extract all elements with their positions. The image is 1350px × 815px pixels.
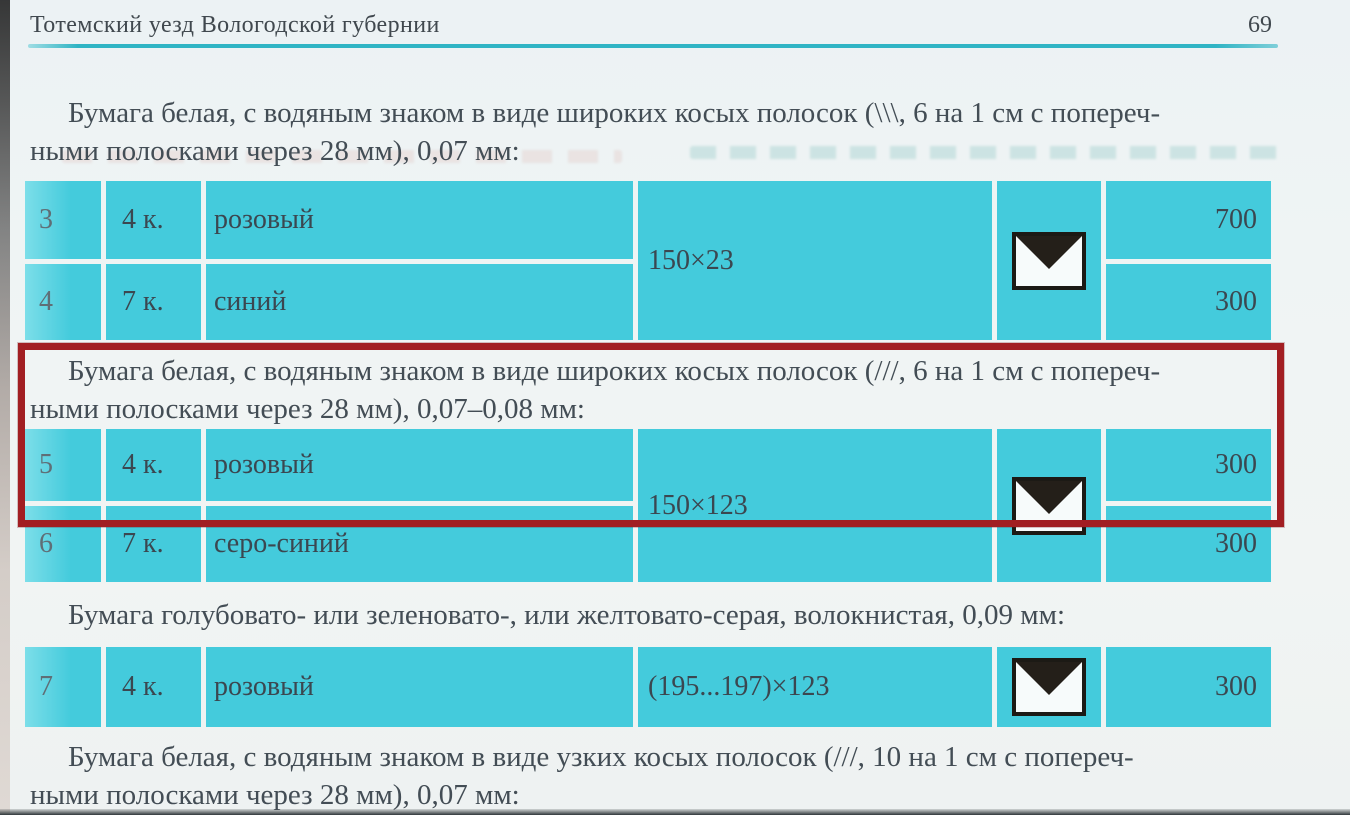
- stamp-color-cell: розовый: [206, 429, 633, 501]
- header-rule: [28, 44, 1278, 48]
- page-number: 69: [1248, 12, 1272, 38]
- envelope-icon: [1012, 231, 1086, 290]
- scan-edge-left: [0, 0, 10, 815]
- scan-edge-bottom: [0, 809, 1350, 815]
- denomination-cell: 7 к.: [106, 506, 201, 582]
- stamp-color-cell: серо-синий: [206, 506, 633, 582]
- price-cell: 700: [1106, 181, 1271, 259]
- price-cell: 300: [1106, 429, 1271, 501]
- row-number-cell: 7: [25, 647, 101, 727]
- showthrough-artifact: [690, 146, 1278, 159]
- row-number-cell: 3: [25, 181, 101, 259]
- denomination-cell: 7 к.: [106, 264, 201, 340]
- price-cell: 300: [1106, 506, 1271, 582]
- highlight-box: [18, 343, 1284, 527]
- paragraph-paper-fibrous: Бумага голубовато- или зеленовато-, или …: [30, 596, 1286, 634]
- size-cell: 150×23: [638, 181, 992, 340]
- stamp-color-cell: синий: [206, 264, 633, 340]
- denomination-cell: 4 к.: [106, 647, 201, 727]
- envelope-icon: [1012, 658, 1086, 716]
- denomination-cell: 4 к.: [106, 181, 201, 259]
- envelope-icon-cell: [997, 181, 1101, 340]
- paragraph-line: ными полосками через 28 мм), 0,07–0,08 м…: [30, 393, 585, 425]
- row-number-cell: 6: [25, 506, 101, 582]
- stamp-color-cell: розовый: [206, 647, 633, 727]
- row-number-cell: 4: [25, 264, 101, 340]
- size-cell: 150×123: [638, 429, 992, 582]
- paragraph-line: ными полосками через 28 мм), 0,07 мм:: [30, 779, 520, 811]
- paragraph-line: Бумага белая, с водяным знаком в виде ши…: [68, 355, 1161, 387]
- paragraph-line: Бумага белая, с водяным знаком в виде уз…: [68, 741, 1134, 773]
- paragraph-paper-wide-backslash: Бумага белая, с водяным знаком в виде ши…: [30, 94, 1286, 170]
- paragraph-line: ными полосками через 28 мм), 0,07 мм:: [30, 135, 520, 167]
- paragraph-paper-narrow-slash: Бумага белая, с водяным знаком в виде уз…: [30, 738, 1286, 814]
- denomination-cell: 4 к.: [106, 429, 201, 501]
- paragraph-line: Бумага белая, с водяным знаком в виде ши…: [68, 97, 1161, 129]
- paragraph-paper-wide-slash: Бумага белая, с водяным знаком в виде ши…: [30, 352, 1286, 428]
- envelope-icon-cell: [997, 429, 1101, 582]
- envelope-icon-cell: [997, 647, 1101, 727]
- showthrough-artifact: [62, 150, 622, 163]
- size-cell: (195...197)×123: [638, 647, 992, 727]
- row-number-cell: 5: [25, 429, 101, 501]
- stamp-color-cell: розовый: [206, 181, 633, 259]
- running-head-title: Тотемский уезд Вологодской губернии: [30, 12, 440, 38]
- price-cell: 300: [1106, 647, 1271, 727]
- paragraph-line: Бумага голубовато- или зеленовато-, или …: [68, 599, 1066, 631]
- price-cell: 300: [1106, 264, 1271, 340]
